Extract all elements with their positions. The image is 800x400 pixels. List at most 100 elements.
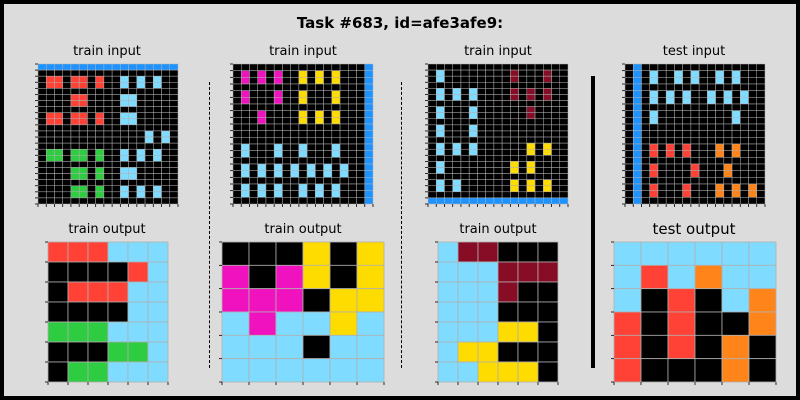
train-input-1-cell (78, 124, 88, 132)
train-input-2-cell (306, 190, 316, 198)
train-input-3-cell (468, 100, 478, 107)
train-input-2-cell (249, 150, 258, 158)
train-output-2-cell (329, 288, 358, 313)
test-input-cell (756, 123, 766, 131)
train-input-3-cell (493, 155, 503, 162)
train-input-1-cell (103, 136, 113, 144)
train-output-1-cell (67, 261, 89, 283)
train-input-1-cell (103, 106, 113, 113)
train-input-3-cell (468, 88, 478, 95)
train-output-3-cell (457, 301, 479, 323)
train-input-1-cell (87, 118, 96, 126)
train-input-1-cell (120, 75, 129, 83)
train-input-1-cell (45, 161, 55, 168)
train-input-1-cell (128, 130, 138, 138)
train-input-1-cell (153, 112, 162, 120)
train-input-3-cell (518, 136, 528, 144)
test-input-cell (698, 143, 708, 151)
test-input-cell (641, 163, 650, 171)
test-input-cell (756, 77, 766, 85)
train-input-1-cell (95, 63, 105, 71)
test-input-cell (641, 143, 650, 151)
train-input-2-cell (282, 157, 291, 165)
train-input-2-cell (356, 143, 366, 151)
train-output-1-cell (127, 261, 149, 283)
train-input-1-cell (136, 75, 146, 83)
train-input-1-cell (87, 112, 96, 120)
train-input-1-cell (70, 142, 80, 150)
train-input-3-cell (485, 130, 495, 138)
train-input-2-cell (339, 70, 349, 78)
train-input-2-cell (240, 163, 250, 171)
train-input-label-2: train input (269, 44, 337, 59)
train-input-1-cell (70, 191, 80, 199)
train-input-1-cell (37, 94, 47, 101)
train-input-1-cell (153, 185, 162, 193)
test-input-cell (731, 170, 741, 178)
test-input-cell (674, 183, 683, 191)
train-input-3-cell (526, 161, 536, 168)
train-input-2-cell (232, 183, 242, 191)
train-input-1-cell (111, 161, 121, 168)
train-input-3-cell (444, 130, 453, 138)
train-input-3-cell (452, 88, 462, 95)
train-output-2-cell (221, 311, 250, 336)
train-output-1-cell (67, 361, 89, 383)
test-input-cell (731, 117, 741, 125)
train-input-3-cell (510, 63, 519, 71)
train-input-1-cell (45, 179, 55, 186)
test-output-cell (613, 334, 642, 360)
test-output-cell (640, 311, 669, 336)
test-input-cell (756, 97, 766, 105)
train-input-1-cell (111, 94, 121, 101)
test-input-cell (657, 143, 667, 151)
train-input-1-cell (136, 142, 146, 150)
test-input-cell (690, 130, 700, 138)
train-input-3-cell (460, 106, 470, 113)
train-input-1-cell (153, 136, 162, 144)
test-input-cell (657, 177, 667, 185)
train-input-1-cell (169, 136, 179, 144)
train-input-3-cell (460, 161, 470, 168)
train-input-2-cell (306, 143, 316, 151)
test-input-cell (624, 170, 634, 178)
train-input-3-cell (427, 161, 437, 168)
train-input-3-cell (493, 130, 503, 138)
train-input-2-cell (265, 77, 275, 85)
train-input-3-cell (534, 191, 544, 199)
test-input-cell (690, 157, 700, 165)
train-input-2-cell (331, 197, 341, 205)
train-input-3-cell (493, 185, 503, 193)
test-input-cell (682, 163, 692, 171)
train-output-3-cell (517, 281, 539, 303)
test-output-cell (694, 264, 723, 290)
train-input-2-cell (331, 90, 341, 98)
train-input-2-cell (306, 183, 316, 191)
train-input-1-cell (136, 179, 146, 186)
train-input-2-cell (298, 83, 308, 91)
train-input-2-cell (249, 177, 258, 185)
test-input-cell (748, 90, 758, 98)
test-input-cell (674, 70, 683, 78)
train-input-1-cell (78, 106, 88, 113)
train-input-2-cell (356, 163, 366, 171)
train-input-1-cell (95, 94, 105, 101)
train-input-2-cell (348, 123, 357, 131)
train-input-3-cell (559, 185, 569, 193)
train-input-3-cell (444, 82, 453, 89)
test-input-cell (740, 110, 749, 118)
train-input-2-cell (323, 170, 333, 178)
train-input-1-cell (95, 75, 105, 83)
train-input-2-cell (356, 110, 366, 118)
train-input-1-cell (78, 173, 88, 180)
train-input-3-cell (551, 191, 561, 199)
test-output-cell (667, 288, 696, 313)
train-input-3-cell (435, 197, 445, 205)
train-output-1-cell (87, 321, 109, 343)
train-input-1-cell (45, 106, 55, 113)
test-input-cell (657, 70, 667, 78)
train-output-3-cell (537, 341, 559, 363)
train-input-1-cell (54, 124, 63, 132)
train-output-3-cell (477, 301, 499, 323)
test-input-cell (641, 83, 650, 91)
